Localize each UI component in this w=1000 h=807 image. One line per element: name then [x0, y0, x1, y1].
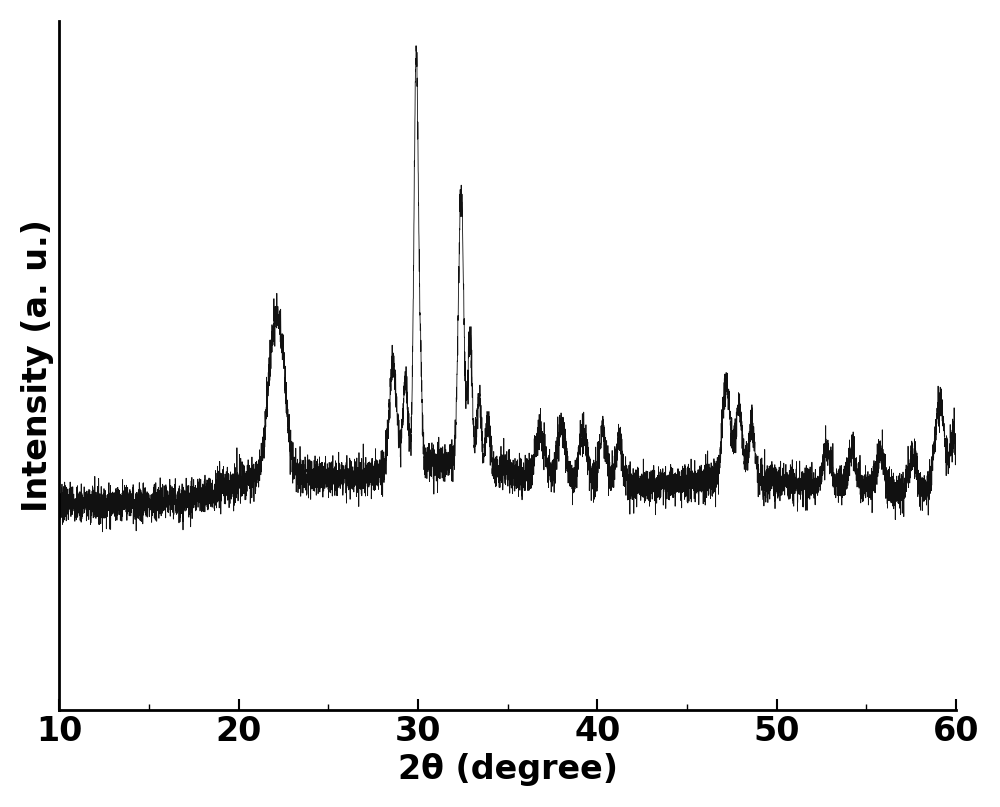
Y-axis label: Intensity (a. u.): Intensity (a. u.) [21, 219, 54, 512]
X-axis label: 2θ (degree): 2θ (degree) [398, 753, 618, 786]
